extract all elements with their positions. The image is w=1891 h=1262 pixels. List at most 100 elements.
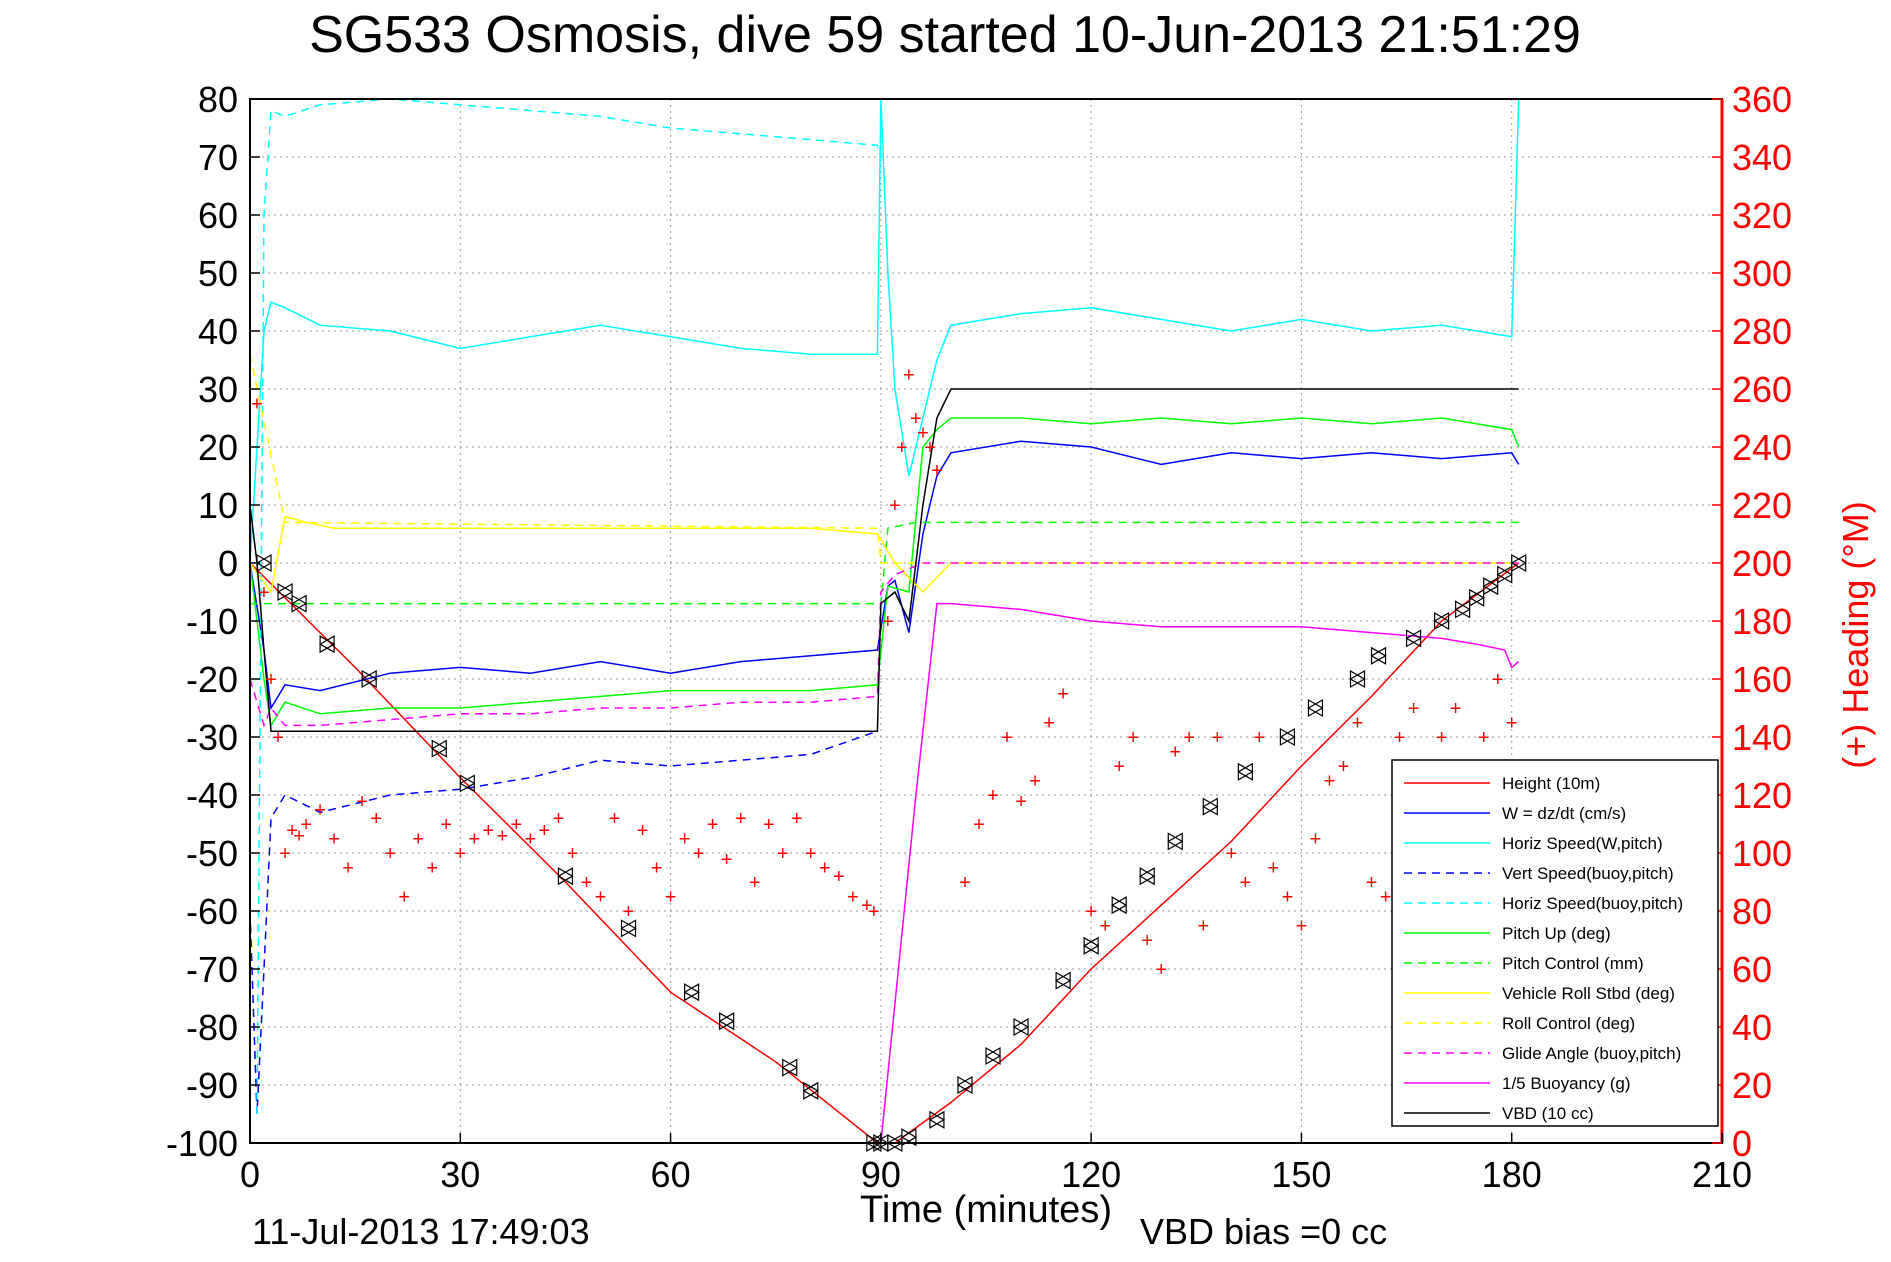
height-marker (1279, 727, 1296, 747)
height-marker (928, 1110, 946, 1129)
heading-point: + (581, 872, 593, 894)
height-marker (1496, 565, 1513, 584)
heading-point: + (749, 872, 761, 894)
heading-point: + (693, 843, 705, 865)
heading-point: + (917, 423, 929, 445)
y-tick-label: 0 (218, 543, 238, 584)
heading-point: + (805, 843, 817, 865)
height-marker (1054, 971, 1072, 990)
heading-point: + (468, 829, 480, 851)
heading-point: + (861, 895, 873, 917)
x-tick-label: 120 (1061, 1154, 1121, 1195)
y-tick-label: 30 (198, 369, 238, 410)
heading-point: + (1099, 916, 1111, 938)
heading-point: + (300, 814, 312, 836)
markers-layer: ++++++++++++++++++++ + +++ ++++++++++++++++… (251, 365, 1527, 1153)
height-marker (1082, 936, 1100, 955)
y-tick-label: -80 (186, 1007, 238, 1048)
height-marker (1139, 867, 1156, 886)
y-tick-label: -40 (186, 775, 238, 816)
heading-point: + (272, 727, 284, 749)
heading-point: + (567, 843, 579, 865)
heading-point: + (1296, 916, 1308, 938)
legend-label: Vert Speed(buoy,pitch) (1502, 864, 1674, 883)
heading-point: + (539, 820, 551, 842)
series-layer (249, 98, 1520, 1144)
y-tick-label: 80 (198, 79, 238, 120)
heading-point: + (1254, 727, 1266, 749)
heading-point: + (973, 814, 985, 836)
y2-tick-label: 360 (1732, 79, 1792, 120)
height-marker (459, 774, 476, 793)
height-marker (1110, 896, 1128, 915)
series-line-3 (249, 98, 1520, 564)
heading-point: + (910, 408, 922, 430)
heading-point: + (314, 800, 326, 822)
heading-point: + (679, 829, 691, 851)
y-tick-label: -100 (166, 1123, 238, 1164)
heading-point: + (1001, 727, 1013, 749)
x-tick-label: 150 (1271, 1154, 1331, 1195)
heading-point: + (931, 460, 943, 482)
legend-box (1391, 759, 1719, 1127)
legend-label: Pitch Up (deg) (1502, 924, 1611, 943)
series-line-10 (249, 562, 1519, 728)
y-tick-label: -10 (186, 601, 238, 642)
heading-point: + (882, 611, 894, 633)
series-line-12 (249, 388, 1519, 732)
series-line-1 (249, 562, 1520, 1144)
y2-tick-label: 180 (1732, 601, 1792, 642)
heading-point: + (553, 808, 565, 830)
heading-point: + (1380, 887, 1392, 909)
heading-point: + (819, 858, 831, 880)
height-marker (1405, 629, 1422, 648)
legend: Height (10m) W = dz/dt (cm/s) Horiz Speed(… (1391, 759, 1719, 1127)
height-marker (1167, 832, 1184, 851)
height-marker (718, 1012, 735, 1031)
heading-point: + (1450, 698, 1462, 720)
x-tick-label: 180 (1482, 1154, 1542, 1195)
heading-point: + (1478, 727, 1490, 749)
y2-tick-label: 280 (1732, 311, 1792, 352)
height-marker (683, 983, 700, 1002)
height-marker (956, 1075, 974, 1095)
height-marker (318, 635, 336, 654)
heading-point: + (637, 820, 649, 842)
height-marker (1012, 1017, 1030, 1037)
heading-point: + (609, 808, 621, 830)
heading-point: + (651, 858, 663, 880)
height-marker (1433, 611, 1450, 631)
heading-point: + (987, 785, 999, 807)
series-line-4 (249, 730, 878, 1115)
heading-point: + (356, 791, 368, 813)
heading-point: + (398, 887, 410, 909)
y2-tick-label: 260 (1732, 369, 1792, 410)
y-tick-label: 60 (198, 195, 238, 236)
heading-point: + (1043, 713, 1055, 735)
series-line-11 (880, 602, 1520, 1144)
y-tick-label: 50 (198, 253, 238, 294)
height-marker (1454, 600, 1471, 619)
heading-point: + (623, 901, 635, 923)
heading-point: + (426, 858, 438, 880)
heading-point: + (482, 820, 494, 842)
series-line-8 (249, 515, 1519, 594)
legend-label: W = dz/dt (cm/s) (1502, 804, 1626, 823)
heading-point: + (924, 437, 936, 459)
heading-point: + (1029, 771, 1041, 793)
heading-point: + (1408, 698, 1420, 720)
legend-label: Height (10m) (1502, 774, 1600, 793)
heading-point: + (1352, 713, 1364, 735)
height-marker (557, 867, 574, 886)
heading-point: + (293, 826, 305, 848)
chart-title: SG533 Osmosis, dive 59 started 10-Jun-20… (309, 6, 1581, 64)
height-marker (290, 594, 308, 613)
legend-label: Horiz Speed(W,pitch) (1502, 834, 1663, 853)
heading-point: + (1085, 901, 1097, 923)
heading-point: + (1197, 916, 1209, 938)
heading-point: + (1113, 756, 1125, 778)
heading-point: + (511, 814, 523, 836)
heading-point: + (1268, 858, 1280, 880)
heading-point: + (1366, 872, 1378, 894)
